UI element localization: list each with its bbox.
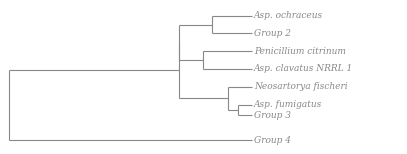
Text: Asp. ochraceus: Asp. ochraceus	[254, 11, 323, 20]
Text: Asp. clavatus NRRL 1: Asp. clavatus NRRL 1	[254, 65, 353, 73]
Text: Group 4: Group 4	[254, 136, 291, 145]
Text: Penicillium citrinum: Penicillium citrinum	[254, 47, 346, 56]
Text: Asp. fumigatus: Asp. fumigatus	[254, 100, 322, 109]
Text: Group 3: Group 3	[254, 111, 291, 120]
Text: Neosartorya fischeri: Neosartorya fischeri	[254, 82, 348, 91]
Text: Group 2: Group 2	[254, 29, 291, 38]
